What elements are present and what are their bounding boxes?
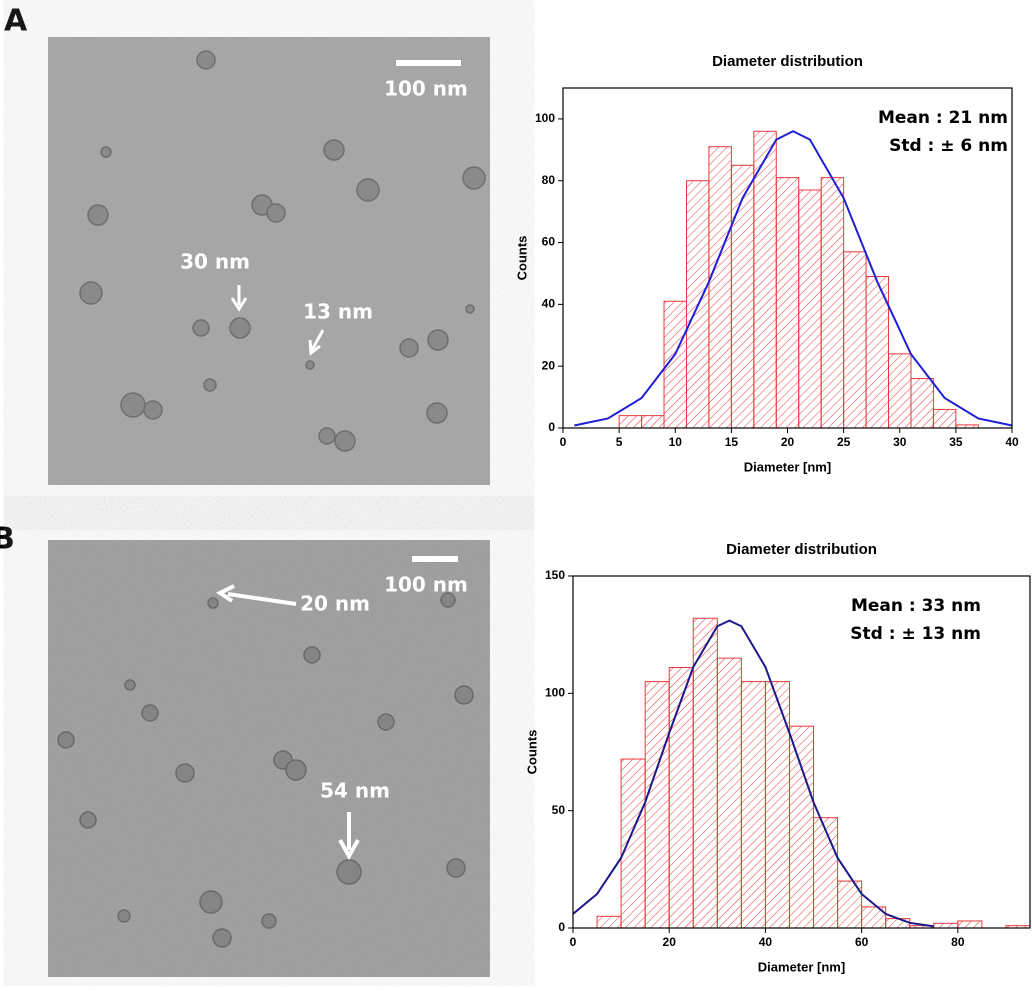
histogram-bar [798, 189, 822, 429]
histogram-bar [843, 251, 867, 429]
histogram-bar [813, 817, 839, 929]
fit-curve [574, 130, 1013, 427]
plot-frame [572, 575, 1031, 929]
histogram-bar [740, 681, 766, 929]
x-tick-label: 20 [781, 435, 795, 449]
histogram-bar [888, 353, 912, 429]
size-label: 54 nm [320, 779, 390, 803]
x-axis-label: Diameter [nm] [758, 959, 845, 974]
histogram-bar [764, 681, 790, 929]
histogram-bar [910, 378, 934, 429]
histogram-bar [644, 681, 670, 929]
x-tick-label: 20 [663, 935, 677, 949]
y-tick-label: 150 [545, 568, 565, 582]
scale-bar-label: 100 nm [384, 573, 468, 597]
y-tick-label: 80 [542, 173, 556, 187]
histogram-bar [957, 920, 983, 929]
y-tick-label: 40 [542, 297, 556, 311]
chart-title: Diameter distribution [712, 53, 863, 70]
x-axis-label: Diameter [nm] [744, 459, 831, 474]
x-tick-label: 80 [951, 935, 965, 949]
histogram-bar [620, 758, 646, 929]
x-tick-label: 10 [669, 435, 683, 449]
y-axis-label: Counts [524, 730, 539, 775]
histogram-bar [668, 667, 694, 929]
y-tick-label: 20 [542, 358, 556, 372]
histogram-bar [730, 164, 755, 429]
x-tick-label: 5 [616, 435, 623, 449]
panel-letter: B [0, 522, 15, 557]
annotation: Mean : 33 nm [851, 596, 981, 616]
x-tick-label: 40 [759, 935, 773, 949]
histogram-bar [641, 415, 665, 429]
histogram-bar [618, 415, 643, 429]
annotation: Mean : 21 nm [878, 108, 1008, 128]
tem-image: 100 nm 20 nm 54 nm [48, 540, 490, 977]
x-tick-label: 35 [949, 435, 963, 449]
fit-curve [572, 619, 934, 928]
annotation: Std : ± 13 nm [850, 624, 981, 644]
annotation: Std : ± 6 nm [889, 136, 1008, 156]
chart-title: Diameter distribution [726, 541, 877, 558]
histogram-bar [933, 922, 959, 929]
x-tick-label: 15 [725, 435, 739, 449]
histogram-bar [753, 130, 777, 429]
x-tick-label: 0 [560, 435, 567, 449]
y-tick-label: 0 [548, 420, 555, 434]
y-tick-label: 100 [535, 111, 555, 125]
histogram-bar [788, 725, 815, 929]
histogram-bar [596, 915, 622, 929]
x-tick-label: 0 [570, 935, 577, 949]
size-label: 20 nm [300, 592, 370, 616]
y-tick-label: 0 [558, 920, 565, 934]
histogram-bar [885, 918, 911, 929]
histogram-bar [775, 177, 800, 429]
scale-bar-label: 100 nm [384, 77, 468, 101]
size-label: 30 nm [180, 250, 250, 274]
x-tick-label: 40 [1005, 435, 1019, 449]
histogram-bar [820, 177, 845, 429]
y-tick-label: 50 [552, 803, 566, 817]
histogram-bar [692, 617, 718, 929]
y-tick-label: 100 [545, 686, 565, 700]
x-tick-label: 60 [855, 935, 869, 949]
histogram-bar [716, 657, 742, 929]
tem-image: 100 nm 30 nm 13 nm [48, 37, 490, 485]
y-tick-label: 60 [542, 235, 556, 249]
x-tick-label: 25 [837, 435, 851, 449]
x-tick-label: 30 [893, 435, 907, 449]
y-axis-label: Counts [514, 236, 529, 281]
histogram-bar [708, 146, 732, 429]
panel-letter: A [4, 4, 28, 39]
histogram-bar [932, 408, 957, 429]
size-label: 13 nm [303, 300, 373, 324]
